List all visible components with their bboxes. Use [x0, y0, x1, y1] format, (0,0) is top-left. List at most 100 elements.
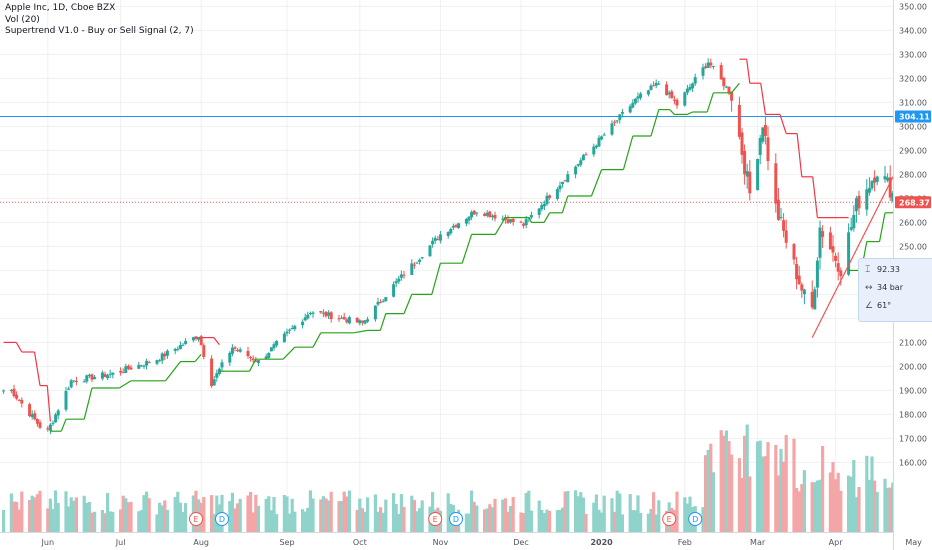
- volume-bar: [815, 480, 819, 532]
- candle-body: [758, 138, 762, 155]
- candle: [501, 215, 505, 221]
- candle-body: [813, 289, 817, 310]
- time-axis[interactable]: Jun Jul Aug Sep Oct Nov Dec 2020 Feb Mar Apr May: [0, 532, 922, 550]
- volume-bar: [675, 491, 679, 532]
- volume-bar: [124, 498, 128, 532]
- candle: [38, 419, 42, 430]
- candle: [875, 175, 879, 186]
- candle: [129, 364, 133, 370]
- volume-bar: [555, 510, 559, 532]
- volume-bar: [363, 511, 367, 532]
- volume-bar: [745, 424, 749, 532]
- candle-body: [433, 237, 437, 241]
- candle-body: [67, 388, 71, 390]
- legend-volume[interactable]: Vol (20): [5, 14, 40, 25]
- volume-bar: [519, 512, 523, 532]
- candle-body: [358, 320, 362, 324]
- candle-body: [33, 413, 37, 420]
- candle: [691, 82, 695, 92]
- candle: [745, 163, 749, 189]
- candle-body: [251, 358, 255, 361]
- candle-body: [852, 215, 856, 229]
- volume-bar: [592, 502, 596, 532]
- candle: [93, 375, 97, 380]
- candle-body: [597, 137, 601, 147]
- dividend-marker: D: [449, 512, 463, 526]
- hline-price-badge-text: 304.11: [899, 113, 930, 122]
- candle: [329, 311, 333, 323]
- volume-bar: [402, 506, 406, 532]
- candle-body: [51, 422, 55, 424]
- supertrend-segment: [60, 418, 67, 432]
- volume-bar: [610, 498, 614, 532]
- candle-body: [706, 62, 710, 69]
- candle: [813, 286, 817, 310]
- supertrend-segment: [15, 342, 23, 353]
- volume-bar: [600, 512, 604, 532]
- candle: [282, 331, 286, 343]
- volume-bar: [886, 487, 890, 532]
- legend-symbol[interactable]: Apple Inc, 1D, Cboe BZX: [5, 3, 116, 13]
- volume-bar: [319, 499, 323, 532]
- supertrend-segment: [431, 263, 441, 295]
- candle-body: [646, 90, 650, 95]
- volume-bar: [38, 490, 42, 532]
- volume-bar: [82, 495, 86, 532]
- volume-bar: [321, 496, 325, 532]
- candle-body: [360, 320, 364, 323]
- candle: [54, 412, 58, 423]
- volume-bar: [347, 490, 351, 532]
- candle: [602, 132, 606, 136]
- candle: [366, 316, 370, 323]
- candle-body: [875, 176, 879, 182]
- candle: [173, 347, 177, 355]
- volume-bar: [233, 508, 237, 532]
- candle-body: [100, 372, 104, 379]
- candle-body: [745, 171, 749, 177]
- candle-body: [522, 223, 526, 226]
- legend-indicator[interactable]: Supertrend V1.0 - Buy or Sell Signal (2,…: [5, 26, 194, 36]
- candle-body: [191, 337, 195, 341]
- candle-body: [436, 239, 440, 241]
- candle: [561, 181, 565, 188]
- volume-bar: [431, 492, 435, 532]
- candle: [342, 312, 346, 320]
- candle-body: [620, 111, 624, 114]
- candle: [82, 379, 86, 383]
- volume-bar: [483, 509, 487, 532]
- candle-body: [194, 336, 198, 340]
- candle-body: [579, 160, 583, 165]
- candle: [2, 389, 6, 395]
- candle-body: [384, 297, 388, 302]
- candle: [776, 187, 780, 221]
- candle: [891, 190, 895, 203]
- candle: [847, 223, 851, 276]
- candle: [48, 422, 52, 435]
- candle-body: [246, 350, 250, 357]
- time-tick-label: Sep: [279, 538, 294, 547]
- candle: [865, 179, 869, 216]
- candle-body: [600, 136, 604, 140]
- volume-bar: [285, 496, 289, 532]
- candle: [493, 211, 497, 222]
- volume-bar: [147, 498, 151, 532]
- candle-body: [857, 195, 861, 209]
- candle: [163, 351, 167, 361]
- candle: [69, 378, 73, 389]
- volume-bar: [184, 503, 188, 532]
- volume-bar: [215, 495, 219, 532]
- candle-body: [366, 319, 370, 322]
- volume-bar: [758, 440, 762, 532]
- candle-body: [269, 347, 273, 352]
- candle-body: [594, 145, 598, 148]
- candle-body: [46, 428, 50, 430]
- candle-body: [724, 86, 728, 88]
- volume-bar: [506, 511, 510, 532]
- last-price-badge-bg: [895, 196, 931, 209]
- candle-body: [761, 127, 765, 142]
- candle: [483, 212, 487, 217]
- volume-bar: [256, 505, 260, 532]
- supertrend-segment: [746, 59, 751, 84]
- event-circle: [662, 512, 677, 526]
